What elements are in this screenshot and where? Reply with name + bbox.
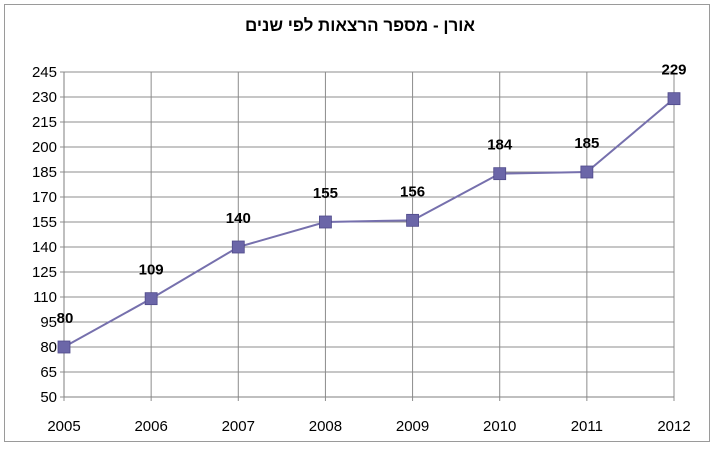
x-tick-label: 2008 — [309, 418, 342, 435]
y-tick-label: 80 — [40, 339, 57, 356]
data-label: 184 — [487, 137, 513, 154]
data-point-marker — [667, 92, 681, 106]
series-line — [57, 92, 681, 354]
x-tick-label: 2005 — [47, 418, 80, 435]
chart-frame — [4, 4, 710, 442]
data-point-marker — [580, 165, 594, 179]
y-tick-label: 185 — [32, 164, 57, 181]
x-tick-label: 2012 — [657, 418, 690, 435]
y-tick-label: 65 — [40, 364, 57, 381]
x-tick-label: 2011 — [571, 418, 603, 435]
data-labels: 80 109 140 155 156 184 185 229 — [57, 62, 687, 327]
x-tick-label: 2010 — [483, 418, 516, 435]
data-point-marker — [57, 340, 71, 354]
series-polyline — [63, 97, 675, 348]
chart-title: אורן - מספר הרצאות לפי שנים — [244, 16, 476, 35]
data-label: 155 — [313, 185, 338, 202]
data-label: 109 — [139, 262, 164, 279]
x-axis-ticks: 2005 2006 2007 2008 2009 2010 2011 2012 — [47, 397, 691, 435]
data-label: 229 — [661, 62, 686, 79]
y-tick-label: 140 — [32, 239, 57, 256]
data-label: 185 — [574, 135, 599, 152]
gridlines — [63, 71, 675, 398]
y-tick-label: 155 — [32, 214, 57, 231]
y-axis-ticks: 50 65 80 95 110 125 140 155 170 185 200 215 230 245 — [32, 64, 64, 406]
y-tick-label: 50 — [40, 389, 57, 406]
y-tick-label: 245 — [32, 64, 57, 81]
data-point-marker — [493, 167, 507, 181]
data-label: 156 — [400, 183, 425, 200]
y-tick-label: 110 — [33, 289, 57, 306]
y-tick-label: 170 — [32, 189, 57, 206]
x-tick-label: 2009 — [396, 418, 429, 435]
data-label: 140 — [226, 210, 251, 227]
y-tick-label: 215 — [32, 114, 57, 131]
data-label: 80 — [57, 310, 74, 327]
data-point-marker — [406, 213, 419, 227]
data-point-marker — [319, 215, 332, 229]
data-point-marker — [231, 240, 245, 254]
y-tick-label: 200 — [32, 139, 57, 156]
x-tick-label: 2006 — [134, 418, 167, 435]
y-tick-label: 95 — [40, 314, 57, 331]
x-tick-label: 2007 — [222, 418, 255, 435]
y-tick-label: 230 — [32, 89, 57, 106]
y-tick-label: 125 — [32, 264, 57, 281]
data-point-marker — [144, 292, 158, 306]
